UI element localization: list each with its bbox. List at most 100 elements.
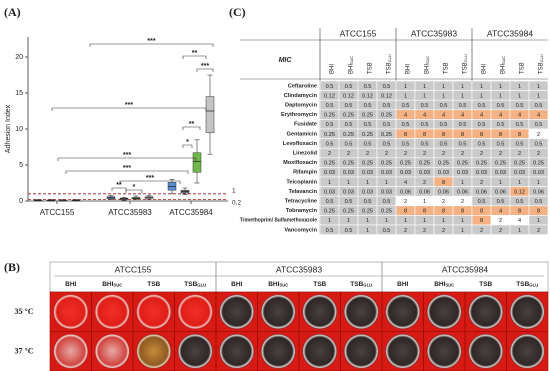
panel-label: (B) [4, 260, 20, 274]
cell-value: 0.12 [514, 189, 525, 195]
panel-label: (C) [229, 5, 246, 19]
media-main: TSB [443, 62, 449, 74]
media-sub: SUC [445, 283, 454, 288]
media-main: BHI [231, 281, 242, 288]
panel-label: (A) [4, 5, 21, 19]
cell-value: 0.5 [478, 122, 486, 128]
cell-value: 0.5 [383, 122, 391, 128]
cell-value: 0.5 [345, 199, 353, 205]
cell-value: 4 [499, 113, 502, 119]
cell-value: 0.03 [533, 170, 544, 176]
media-label: TSB [367, 62, 373, 74]
cell-value: 0.25 [362, 113, 373, 119]
cell-value: 0.25 [324, 161, 335, 167]
cell-value: 2 [480, 228, 483, 234]
cell-value: 8 [480, 209, 483, 215]
media-label: BHISUC [102, 281, 122, 288]
cell-value: 0.25 [457, 161, 468, 167]
media-label: TSBGLU [516, 281, 538, 288]
cell-value: 2 [480, 180, 483, 186]
cell-value: 1 [423, 199, 426, 205]
cell-value: 1 [537, 84, 540, 90]
cell-value: 0.5 [535, 141, 543, 147]
cell-value: 1 [499, 180, 502, 186]
panel-a: (A) Adhesion Index 0 5 10 15 20 1 0.2 ATCC155 ATCC… [4, 5, 241, 217]
cell-value: 2 [499, 228, 502, 234]
media-sub: GLU [387, 54, 392, 62]
cell-value: 1 [385, 218, 388, 224]
cell-value: 0.25 [362, 132, 373, 138]
cell-value: 0.03 [381, 189, 392, 195]
row-label: Trimethoprim/ Sulfamethoxazole [240, 218, 317, 224]
cell-value: 0.5 [383, 228, 391, 234]
cell-value: 8 [518, 209, 521, 215]
media-main: TSB [519, 62, 525, 74]
media-label: BHISUC [424, 56, 430, 74]
cell-value: 0.25 [533, 161, 544, 167]
cell-value: 1 [366, 218, 369, 224]
media-label: BHISUC [268, 281, 288, 288]
cell-value: 1 [461, 228, 464, 234]
cell-value: 0.25 [362, 209, 373, 215]
cell-value: 2 [461, 151, 464, 157]
row-label: Gentamicin [287, 131, 318, 137]
well [385, 333, 421, 369]
media-main: TSB [313, 281, 326, 288]
significance-bracket [119, 180, 181, 184]
significance-bracket [182, 126, 201, 130]
significance-bracket [51, 107, 207, 111]
cell-value: 0.25 [362, 161, 373, 167]
significance-label: *** [201, 63, 209, 70]
significance-label: *** [125, 102, 133, 109]
cell-value: 2 [499, 151, 502, 157]
media-main: BHI [102, 281, 113, 288]
media-main: TSB [462, 62, 468, 74]
well [343, 294, 379, 330]
media-label: TSBGLU [386, 54, 392, 74]
cell-value: 0.25 [343, 113, 354, 119]
well [426, 333, 462, 369]
x-tick-label: ATCC35983 [108, 208, 152, 217]
cell-value: 0.12 [324, 93, 335, 99]
cell-value: 8 [442, 132, 445, 138]
cell-value: 0.5 [364, 84, 372, 90]
box [192, 152, 202, 173]
well [94, 294, 130, 330]
cell-value: 4 [518, 218, 521, 224]
row-label: Teicoplanin [286, 179, 317, 185]
significance-label: * [133, 184, 136, 191]
cell-value: 1 [347, 218, 350, 224]
cell-value: 2 [499, 218, 502, 224]
cell-value: 0.5 [440, 122, 448, 128]
cell-value: 0.06 [533, 189, 544, 195]
cell-value: 0.03 [343, 189, 354, 195]
media-main: BHI [397, 281, 408, 288]
cell-value: 0.5 [516, 103, 524, 109]
media-sub: SUC [425, 56, 430, 64]
cell-value: 1 [499, 84, 502, 90]
cell-value: 1 [518, 84, 521, 90]
cell-value: 1 [404, 93, 407, 99]
x-tick-label: ATCC35984 [169, 208, 213, 217]
cell-value: 0.06 [476, 189, 487, 195]
cell-value: 8 [461, 209, 464, 215]
significance-bracket [65, 170, 189, 174]
cell-value: 2 [442, 151, 445, 157]
cell-value: 1 [461, 180, 464, 186]
cell-value: 0.5 [345, 103, 353, 109]
cell-value: 0.03 [324, 170, 335, 176]
cell-value: 0.25 [343, 132, 354, 138]
media-label: TSB [443, 62, 449, 74]
cell-value: 0.5 [364, 141, 372, 147]
table-corner: MIC [279, 57, 293, 64]
row-label: 37 °C [15, 346, 34, 355]
media-sub: GLU [539, 54, 544, 62]
row-label: Rifampin [293, 170, 318, 176]
group-header: ATCC35984 [487, 28, 533, 38]
cell-value: 0.5 [364, 199, 372, 205]
well [219, 294, 255, 330]
significance-bracket [111, 187, 127, 191]
well [260, 333, 296, 369]
row-label: Clindamycin [284, 93, 318, 99]
cell-value: 1 [537, 180, 540, 186]
